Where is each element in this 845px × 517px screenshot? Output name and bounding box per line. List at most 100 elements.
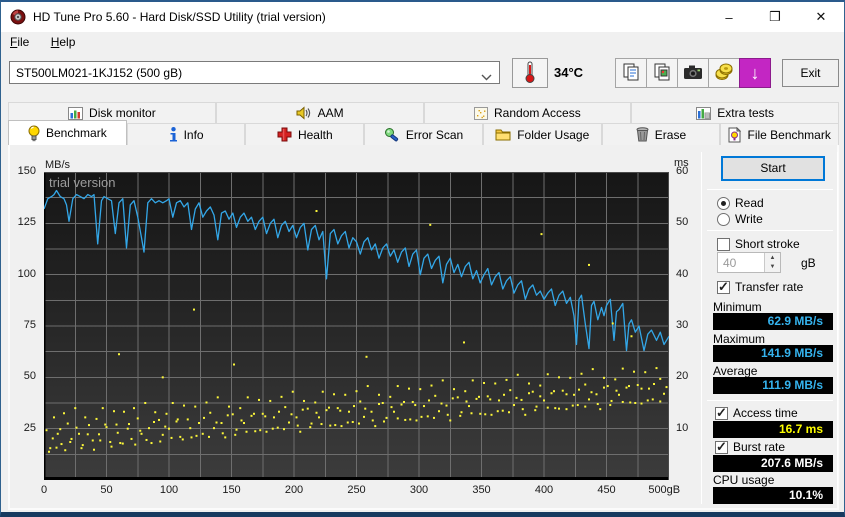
access-time-point xyxy=(91,439,94,442)
access-time-checkbox[interactable]: Access time xyxy=(715,405,798,421)
x-tick-label: 100 xyxy=(159,484,179,496)
trial-watermark: trial version xyxy=(49,175,116,190)
radio-dot xyxy=(717,196,730,210)
menu-file[interactable]: File xyxy=(10,35,30,49)
access-time-point xyxy=(254,430,257,433)
maximize-button[interactable]: ❒ xyxy=(769,9,781,24)
access-time-point xyxy=(438,410,440,413)
access-time-point xyxy=(220,422,223,425)
access-time-point xyxy=(134,443,137,446)
separator xyxy=(707,189,833,190)
transfer-rate-checkbox[interactable]: Transfer rate xyxy=(717,279,803,295)
access-time-point xyxy=(640,402,643,405)
x-axis-labels: 0 50 100 150 200 250 300 350 400 450 500gB xyxy=(40,484,704,498)
access-time-point xyxy=(110,445,113,448)
tab-error-scan[interactable]: Error Scan xyxy=(364,123,483,145)
access-time-point xyxy=(553,390,555,393)
access-time-point xyxy=(471,379,474,382)
access-time-point xyxy=(524,413,527,416)
access-time-point xyxy=(430,384,433,387)
spin-up-icon[interactable]: ▲ xyxy=(765,253,780,263)
access-time-point xyxy=(486,395,489,398)
screenshot-button[interactable] xyxy=(677,58,709,88)
short-stroke-size-field[interactable]: 40 ▲ ▼ xyxy=(717,252,781,273)
access-time-point xyxy=(370,410,373,413)
access-time-point xyxy=(475,397,478,400)
access-time-point xyxy=(250,414,253,417)
access-time-point xyxy=(453,388,455,391)
temperature-button[interactable] xyxy=(512,58,548,88)
access-time-point xyxy=(333,393,335,396)
access-time-point xyxy=(348,410,350,413)
download-button[interactable]: ↓ xyxy=(739,58,771,88)
access-time-point xyxy=(98,433,100,436)
access-time-point xyxy=(329,424,332,427)
access-time-point xyxy=(224,436,227,439)
access-time-point xyxy=(246,396,249,399)
save-button[interactable] xyxy=(708,58,740,88)
access-time-point xyxy=(509,389,512,392)
access-time-point xyxy=(203,416,205,419)
access-time-point xyxy=(651,398,654,401)
access-time-point xyxy=(396,385,399,388)
exit-button[interactable]: Exit xyxy=(782,59,839,87)
access-time-point xyxy=(328,406,330,409)
minimize-button[interactable]: – xyxy=(725,9,733,25)
access-time-point xyxy=(546,373,549,376)
start-button[interactable]: Start xyxy=(721,156,825,181)
tab-benchmark[interactable]: Benchmark xyxy=(8,120,127,145)
x-tick-label: 0 xyxy=(40,484,48,496)
magnifier-icon xyxy=(384,127,400,142)
red-cross-icon xyxy=(277,127,292,142)
tab-health[interactable]: Health xyxy=(245,123,365,145)
access-time-point xyxy=(265,430,268,433)
left-tick-label: 100 xyxy=(17,267,36,280)
burst-rate-checkbox[interactable]: Burst rate xyxy=(715,439,785,455)
access-time-point xyxy=(140,432,143,435)
tab-aam[interactable]: AAM xyxy=(215,102,424,123)
access-time-point xyxy=(269,399,272,402)
tab-erase[interactable]: Erase xyxy=(601,123,721,145)
access-time-point xyxy=(366,385,369,388)
menu-help[interactable]: Help xyxy=(50,35,76,49)
speaker-icon xyxy=(296,106,312,120)
tab-file-benchmark[interactable]: File Benchmark xyxy=(720,123,840,145)
tab-label: Erase xyxy=(654,127,687,142)
access-time-point xyxy=(315,411,318,414)
access-time-point xyxy=(378,403,380,406)
tab-row-primary: Benchmark Info Health Error Scan Folder … xyxy=(8,120,840,145)
read-radio[interactable]: Read xyxy=(717,196,764,210)
access-time-point xyxy=(571,404,574,407)
access-time-point xyxy=(358,422,360,425)
access-time-point xyxy=(201,432,204,435)
tab-info[interactable]: Info xyxy=(126,123,246,145)
short-stroke-checkbox[interactable]: Short stroke xyxy=(717,237,800,251)
drive-select[interactable]: ST500LM021-1KJ152 (500 gB) xyxy=(9,61,500,84)
access-time-point xyxy=(144,402,147,404)
copy-image-button[interactable] xyxy=(646,58,678,88)
access-time-point xyxy=(408,387,410,390)
tab-label: Disk monitor xyxy=(89,106,156,120)
minimum-label: Minimum xyxy=(713,300,762,314)
write-radio[interactable]: Write xyxy=(717,212,763,226)
access-time-point xyxy=(51,437,54,440)
access-time-point xyxy=(170,436,173,439)
access-time-point xyxy=(309,426,312,429)
close-button[interactable]: ✕ xyxy=(815,9,827,24)
access-time-point xyxy=(423,405,425,408)
access-time-point xyxy=(55,446,58,449)
copy-text-button[interactable] xyxy=(615,58,647,88)
spin-down-icon[interactable]: ▼ xyxy=(765,262,780,272)
access-time-point xyxy=(301,408,304,411)
tab-extra-tests[interactable]: Extra tests xyxy=(631,102,839,123)
access-time-point xyxy=(121,442,124,445)
tab-random-access[interactable]: Random Access xyxy=(423,102,632,123)
access-time-point xyxy=(614,378,617,381)
access-time-point xyxy=(543,399,545,402)
access-time-point xyxy=(105,426,108,429)
access-time-point xyxy=(181,438,184,441)
access-time-point xyxy=(49,447,52,450)
scatter-icon xyxy=(474,106,489,120)
tab-folder-usage[interactable]: Folder Usage xyxy=(482,123,602,145)
tab-disk-monitor[interactable]: Disk monitor xyxy=(8,102,216,123)
